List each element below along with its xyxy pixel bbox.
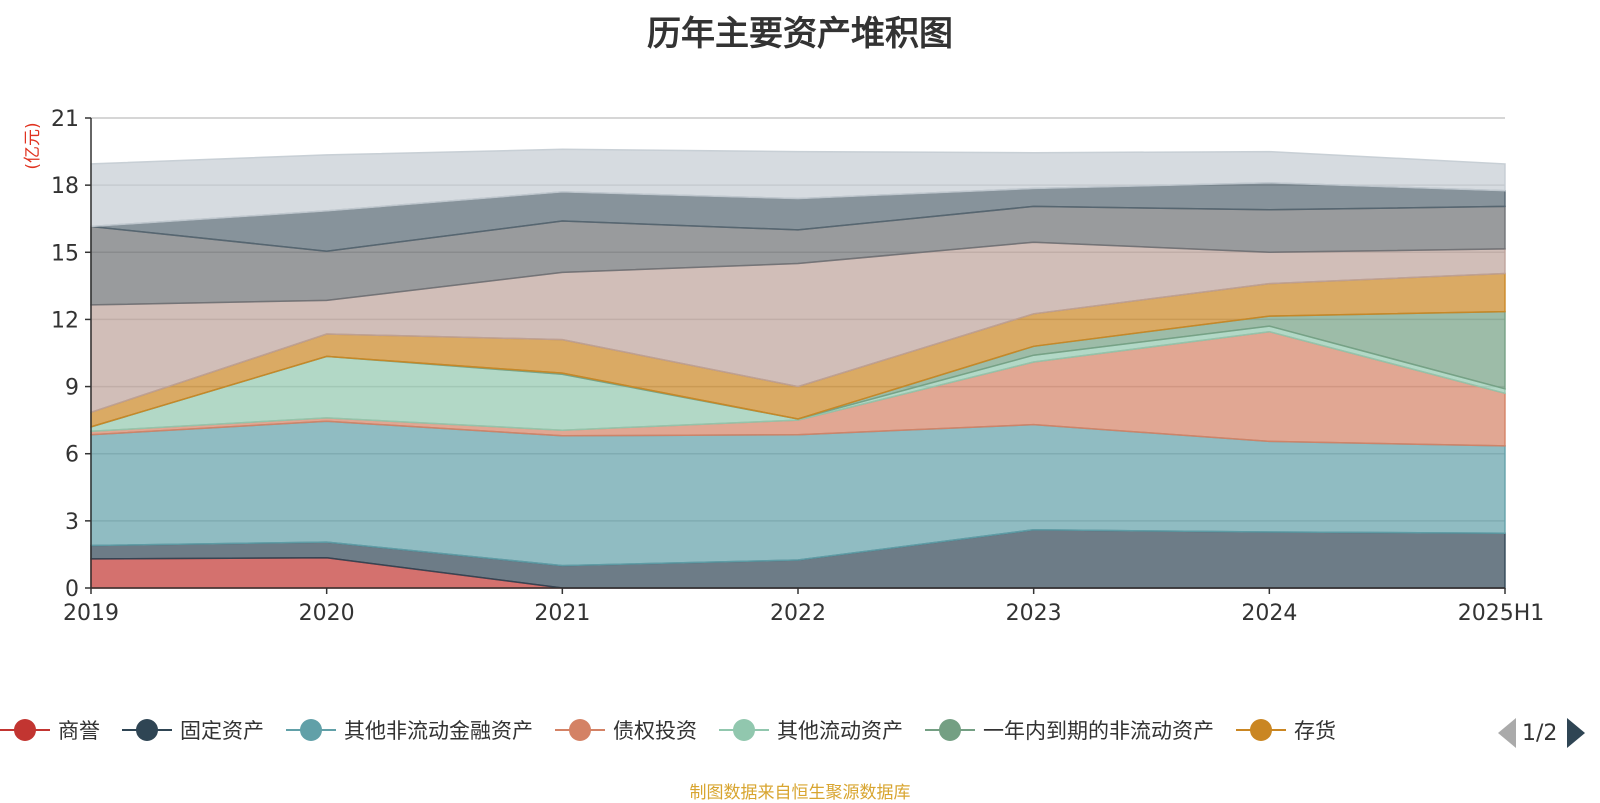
y-tick-label: 9	[65, 376, 79, 401]
stacked-areas	[90, 148, 1506, 589]
source-note: 制图数据来自恒生聚源数据库	[689, 783, 911, 803]
x-tick-label: 2020	[299, 601, 355, 626]
legend-marker-icon	[0, 719, 50, 741]
y-tick-label: 21	[51, 107, 79, 132]
x-tick-label: 2019	[63, 601, 119, 626]
legend-item[interactable]: 固定资产	[122, 715, 264, 745]
legend-label: 商誉	[58, 719, 100, 743]
legend-item[interactable]: 债权投资	[555, 715, 697, 745]
legend-item[interactable]: 存货	[1236, 715, 1336, 745]
y-tick-label: 0	[65, 577, 79, 602]
y-tick-label: 6	[65, 443, 79, 468]
legend-marker-icon	[122, 719, 172, 741]
y-axis-unit-label: (亿元)	[23, 122, 43, 169]
x-tick-label: 2023	[1006, 601, 1062, 626]
legend-prev-page-icon[interactable]	[1498, 718, 1516, 748]
legend-pager: 1/2	[1498, 718, 1586, 748]
legend-label: 其他非流动金融资产	[344, 719, 533, 743]
x-tick-label: 2025H1	[1458, 601, 1545, 626]
x-tick-label: 2022	[770, 601, 826, 626]
y-tick-label: 18	[51, 174, 79, 199]
legend-marker-icon	[925, 719, 975, 741]
axes: 0 3 6 9 12 15 18 21 2019 2020 2021 2022 2023 2024 2025…	[51, 107, 1544, 626]
legend-marker-icon	[555, 719, 605, 741]
legend-marker-icon	[286, 719, 336, 741]
legend-marker-icon	[1236, 719, 1286, 741]
legend-item[interactable]: 其他非流动金融资产	[286, 715, 533, 745]
legend-label: 一年内到期的非流动资产	[983, 719, 1214, 743]
chart-title: 历年主要资产堆积图	[647, 14, 953, 54]
legend-label: 存货	[1294, 719, 1336, 743]
legend-label: 其他流动资产	[777, 719, 903, 743]
y-tick-label: 15	[51, 241, 79, 266]
legend-next-page-icon[interactable]	[1567, 718, 1586, 748]
x-tick-label: 2024	[1241, 601, 1297, 626]
x-tick-label: 2021	[534, 601, 590, 626]
legend: 商誉 固定资产 其他非流动金融资产 债权投资 其他流动资产 一年内到期的非流动资产 存货	[0, 712, 1358, 748]
legend-item[interactable]: 一年内到期的非流动资产	[925, 715, 1214, 745]
y-tick-label: 3	[65, 510, 79, 535]
y-tick-label: 12	[51, 308, 79, 333]
legend-item[interactable]: 其他流动资产	[719, 715, 903, 745]
legend-page-indicator: 1/2	[1522, 720, 1558, 746]
area-series-10	[90, 148, 1506, 228]
legend-label: 债权投资	[613, 719, 697, 743]
legend-marker-icon	[719, 719, 769, 741]
legend-item[interactable]: 商誉	[0, 715, 100, 745]
legend-label: 固定资产	[180, 719, 264, 743]
